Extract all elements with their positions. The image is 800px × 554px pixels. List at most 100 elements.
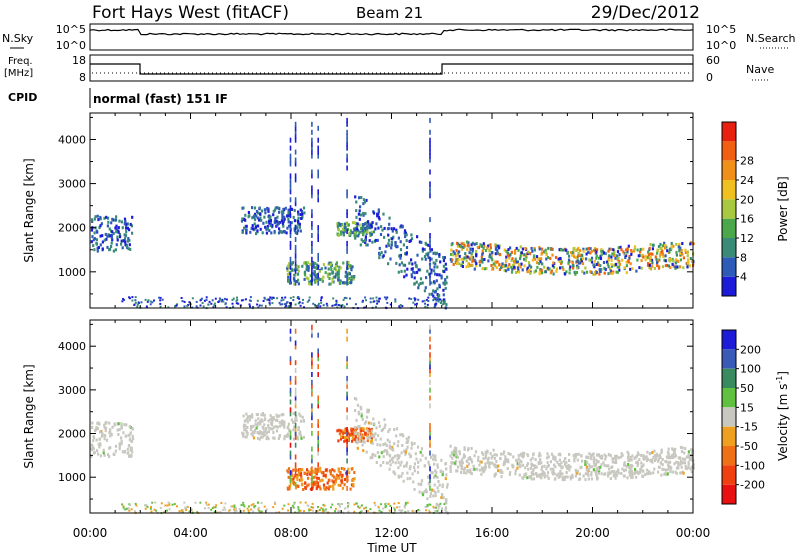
beam-label: Beam 21: [356, 4, 423, 22]
time-axis-label: Time UT: [366, 541, 417, 554]
velocity-colorbar-title: Velocity [m s-1]: [775, 371, 790, 461]
nave-label: Nave: [746, 63, 774, 76]
colorbar-swatch: [722, 276, 736, 296]
power-ylabel: Slant Range [km]: [22, 158, 36, 262]
colorbar-swatch: [722, 426, 736, 446]
velocity-echo-region-5: [449, 444, 695, 482]
power-colorbar-label: 8: [740, 251, 747, 264]
power-colorbar-title: Power [dB]: [776, 176, 790, 241]
noise-right-tick-top: 10^5: [706, 23, 736, 36]
power-echo-region-5: [449, 240, 695, 276]
velocity-colorbar-title-main: Velocity [m s: [776, 384, 790, 461]
colorbar-swatch: [722, 141, 736, 161]
nave-right-tick-bottom: 0: [706, 71, 713, 84]
time-tick-label: 04:00: [173, 526, 208, 540]
power-colorbar-label: 4: [740, 271, 747, 284]
colorbar-swatch: [722, 349, 736, 369]
colorbar-swatch: [722, 388, 736, 408]
colorbar-swatch: [722, 484, 736, 504]
colorbar-swatch: [722, 368, 736, 388]
colorbar-swatch: [722, 257, 736, 277]
velocity-ytick-label: 4000: [58, 340, 86, 353]
noise-right-tick-bottom: 10^0: [706, 39, 736, 52]
noise-panel-frame: [89, 23, 694, 51]
time-tick-label: 12:00: [374, 526, 409, 540]
colorbar-frame: [721, 329, 737, 505]
velocity-colorbar-title-end: ]: [776, 371, 790, 376]
power-ytick-label: 3000: [58, 178, 86, 191]
velocity-echo-region-4: [353, 397, 449, 515]
colorbar-swatch: [722, 180, 736, 200]
colorbar-swatch: [722, 160, 736, 180]
velocity-colorbar-label: 50: [740, 382, 754, 395]
colorbar-swatch: [722, 446, 736, 466]
colorbar-swatch: [722, 238, 736, 258]
velocity-data-cells: [90, 324, 695, 515]
time-tick-label: 00:00: [73, 526, 108, 540]
velocity-near-range-echoes: [121, 501, 448, 515]
velocity-colorbar-label: -50: [740, 440, 758, 453]
power-colorbar-label: 12: [740, 232, 754, 245]
power-ytick-label: 4000: [58, 133, 86, 146]
station-title: Fort Hays West (fitACF): [92, 3, 289, 23]
velocity-colorbar-label: -100: [740, 459, 765, 472]
noise-search-label: N.Search: [746, 32, 796, 45]
colorbar-frame: [721, 121, 737, 297]
time-tick-label: 20:00: [575, 526, 610, 540]
power-ytick-label: 2000: [58, 222, 86, 235]
colorbar-swatch: [722, 122, 736, 142]
power-panel: 1000 2000 3000 4000 Slant Range [km]: [22, 112, 695, 310]
time-axis: 00:00 04:00 08:00 12:00 16:00 20:00 00:00: [73, 526, 711, 540]
velocity-colorbar-label: 15: [740, 401, 754, 414]
freq-left-tick-top: 18: [72, 54, 86, 67]
power-data-cells: [90, 117, 695, 310]
power-vertical-streaks: [289, 117, 431, 286]
noise-sky-series: [89, 28, 694, 36]
freq-panel: Freq. [MHz] 18 8 60 0 Nave: [4, 54, 774, 84]
power-colorbar: 4 8 12 16 20 24 28 Power [dB]: [721, 121, 790, 297]
velocity-colorbar-label: 200: [740, 343, 761, 356]
colorbar-swatch: [722, 465, 736, 485]
velocity-colorbar-title-sup: -1: [775, 376, 784, 384]
power-colorbar-label: 16: [740, 213, 754, 226]
time-tick-label: 16:00: [475, 526, 510, 540]
noise-left-tick-bottom: 10^0: [56, 39, 86, 52]
freq-left-tick-bottom: 8: [79, 71, 86, 84]
freq-unit-label: [MHz]: [4, 68, 33, 79]
colorbar-swatch: [722, 407, 736, 427]
noise-panel: N.Sky 10^5 10^0 10^5 10^0 N.Search: [2, 23, 796, 52]
cpid-label: CPID: [8, 91, 37, 104]
velocity-panel-frame: [89, 319, 694, 514]
power-echo-region-4: [354, 195, 449, 310]
time-tick-label: 08:00: [274, 526, 309, 540]
colorbar-swatch: [722, 330, 736, 350]
power-echo-region-2: [286, 260, 356, 286]
velocity-echo-region-2: [286, 466, 356, 491]
colorbar-swatch: [722, 199, 736, 219]
velocity-vertical-streaks: [289, 324, 431, 491]
velocity-ytick-label: 1000: [58, 471, 86, 484]
velocity-echo-region-0: [90, 421, 135, 458]
power-ytick-label: 1000: [58, 266, 86, 279]
velocity-ytick-label: 3000: [58, 384, 86, 397]
velocity-panel: 1000 2000 3000 4000 Slant Range [km]: [22, 319, 695, 515]
freq-label: Freq.: [8, 56, 33, 67]
cpid-program: normal (fast) 151 IF: [93, 92, 228, 106]
freq-series: [90, 63, 693, 75]
velocity-ylabel: Slant Range [km]: [22, 364, 36, 468]
noise-left-tick-top: 10^5: [56, 23, 86, 36]
power-near-range-echoes: [121, 296, 448, 310]
colorbar-swatch: [722, 218, 736, 238]
power-colorbar-label: 20: [740, 193, 754, 206]
velocity-colorbar-label: -200: [740, 479, 765, 492]
time-tick-label: 00:00: [676, 526, 711, 540]
velocity-colorbar: 200 100 50 15 -15 -50 -100 -200 Velocity [m s-1]: [721, 329, 790, 505]
power-panel-frame: [89, 112, 694, 309]
power-colorbar-label: 28: [740, 155, 754, 168]
nave-right-tick-top: 60: [706, 54, 720, 67]
velocity-ytick-label: 2000: [58, 428, 86, 441]
power-echo-region-0: [90, 214, 134, 253]
power-colorbar-label: 24: [740, 174, 754, 187]
power-echo-region-1: [240, 206, 306, 236]
